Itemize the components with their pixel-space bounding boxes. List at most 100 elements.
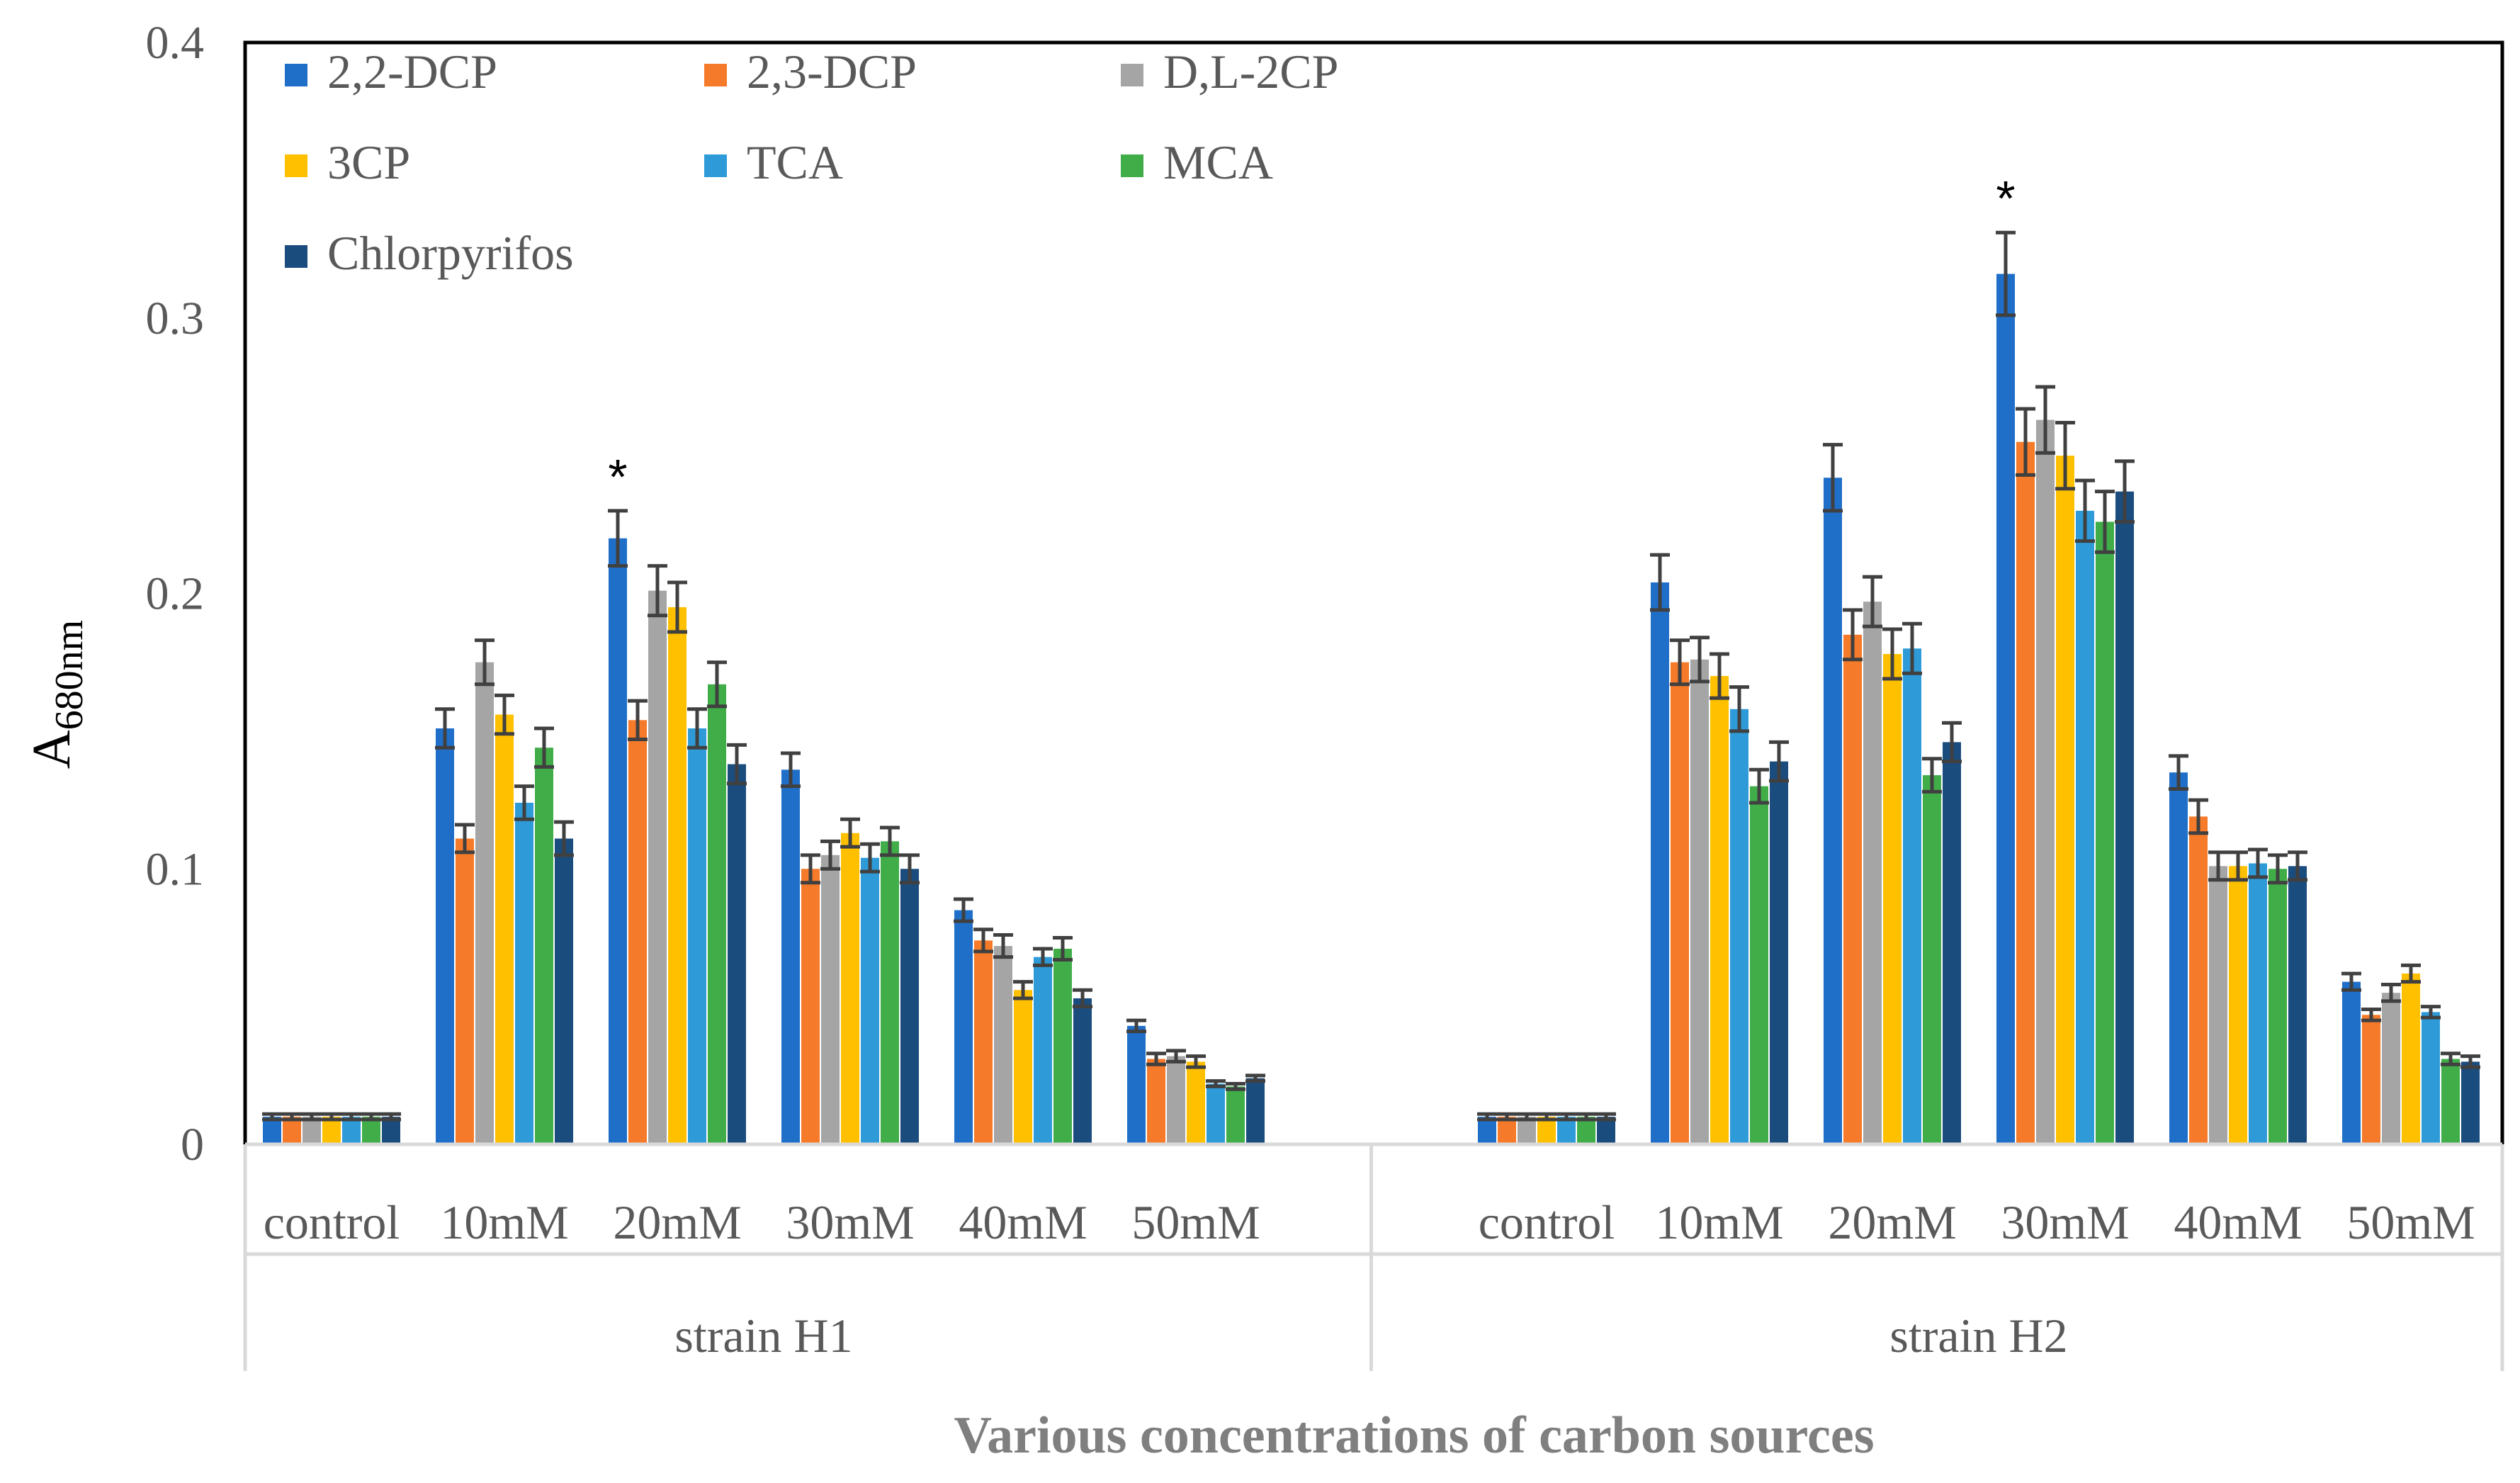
x-group-label: strain H1 [674,1309,852,1363]
x-group-label: strain H2 [1889,1309,2067,1363]
bar-strain-H2-40mM-MCA [2268,869,2287,1144]
bar-strain-H1-50mM-D,L-2CP [1167,1056,1185,1144]
x-tick-label: 10mM [1655,1195,1783,1249]
bar-strain-H2-40mM-3CP [2229,866,2247,1144]
bar-strain-H2-30mM-TCA [2076,510,2094,1144]
bar-strain-H1-50mM-Chlorpyrifos [1246,1078,1265,1144]
bar-strain-H1-20mM-2,2-DCP [609,538,627,1144]
bar-strain-H2-40mM-2,2-DCP [2169,772,2188,1144]
bar-strain-H2-30mM-3CP [2056,456,2074,1144]
bar-strain-H2-control-2,2-DCP [1478,1117,1496,1144]
bar-strain-H2-control-TCA [1557,1117,1576,1144]
bar-strain-H1-control-2,2-DCP [263,1117,281,1144]
bar-strain-H1-30mM-2,2-DCP [781,769,800,1144]
bar-strain-H1-10mM-2,2-DCP [436,728,454,1144]
bar-strain-H1-control-D,L-2CP [303,1117,321,1144]
significance-star: * [1996,171,2015,226]
bar-strain-H1-10mM-D,L-2CP [475,662,494,1144]
x-tick-label: 50mM [1131,1195,1260,1249]
bar-strain-H2-control-MCA [1577,1117,1595,1144]
significance-markers: ** [608,171,2015,504]
legend-label: Chlorpyrifos [327,226,574,280]
bar-strain-H2-30mM-D,L-2CP [2036,419,2055,1144]
y-tick-label: 0.3 [146,293,205,344]
bar-strain-H2-50mM-MCA [2441,1059,2460,1144]
legend-label: 2,3-DCP [747,45,917,98]
x-tick-label: 30mM [786,1195,914,1249]
bar-strain-H2-40mM-Chlorpyrifos [2288,866,2307,1144]
bar-strain-H1-10mM-Chlorpyrifos [555,838,573,1144]
bar-strain-H1-40mM-D,L-2CP [994,946,1012,1144]
y-axis-label-main: A [22,730,81,769]
legend-swatch [1121,154,1143,177]
bar-strain-H2-50mM-2,2-DCP [2342,981,2361,1144]
plot-frame [243,40,2504,1146]
bar-strain-H2-50mM-TCA [2422,1012,2440,1144]
bar-strain-H1-40mM-Chlorpyrifos [1073,998,1092,1144]
legend-swatch [1121,64,1143,86]
bar-strain-H2-20mM-2,2-DCP [1824,478,1842,1144]
bar-strain-H2-20mM-3CP [1883,654,1902,1144]
bar-strain-H2-control-Chlorpyrifos [1597,1117,1615,1144]
bar-strain-H1-20mM-MCA [708,684,726,1144]
legend-label: D,L-2CP [1163,45,1338,98]
x-tick-label: 20mM [1828,1195,1956,1249]
bar-strain-H1-10mM-2,3-DCP [456,838,474,1144]
bar-strain-H1-40mM-2,2-DCP [954,910,973,1144]
bar-strain-H2-20mM-TCA [1903,648,1921,1144]
x-tick-label: 30mM [2001,1195,2129,1249]
x-tick-label: 20mM [613,1195,741,1249]
legend-swatch [704,64,727,86]
bar-strain-H2-control-3CP [1537,1117,1556,1144]
bar-strain-H1-50mM-3CP [1187,1061,1205,1144]
legend-swatch [704,154,727,177]
bar-strain-H2-20mM-2,3-DCP [1843,634,1862,1144]
bar-strain-H1-30mM-3CP [841,833,859,1144]
bar-strain-H1-40mM-MCA [1053,948,1072,1144]
bar-strain-H1-50mM-2,2-DCP [1127,1025,1146,1144]
bar-strain-H2-50mM-Chlorpyrifos [2461,1061,2480,1144]
bar-strain-H2-50mM-2,3-DCP [2362,1015,2380,1144]
bar-strain-H1-control-TCA [342,1117,361,1144]
y-tick-label: 0.1 [146,843,205,895]
legend-swatch [285,245,307,268]
bar-strain-H2-10mM-2,3-DCP [1671,662,1689,1144]
bar-strain-H2-40mM-TCA [2249,863,2267,1144]
bar-strain-H1-40mM-3CP [1014,990,1032,1144]
bar-strain-H1-50mM-2,3-DCP [1147,1059,1165,1144]
bar-strain-H1-30mM-TCA [861,857,879,1144]
x-tick-label: 10mM [440,1195,568,1249]
legend-label: 2,2-DCP [327,45,497,98]
y-tick-label: 0.2 [146,568,205,620]
bar-strain-H1-20mM-3CP [668,607,686,1144]
bar-strain-H2-control-2,3-DCP [1498,1117,1516,1144]
legend-swatch [285,154,307,177]
bar-strain-H2-30mM-2,3-DCP [2016,441,2035,1144]
x-tick-label: 50mM [2346,1195,2475,1249]
bar-strain-H2-50mM-3CP [2402,973,2420,1144]
bar-strain-H1-20mM-2,3-DCP [628,720,647,1144]
legend-label: MCA [1163,135,1273,189]
bar-strain-H1-20mM-TCA [688,728,706,1144]
bar-strain-H1-10mM-MCA [535,748,553,1144]
legend-swatch [285,64,307,86]
bar-strain-H2-50mM-D,L-2CP [2382,993,2400,1144]
x-axis-label: Various concentrations of carbon sources [954,1406,1874,1465]
bar-strain-H2-20mM-D,L-2CP [1863,602,1882,1144]
legend: 2,2-DCP 2,3-DCP D,L-2CP 3CP TCA MCA Chlorpyrif… [285,45,1338,280]
bar-strain-H2-40mM-2,3-DCP [2189,816,2208,1144]
y-axis-label-subscript: 680nm [47,620,91,731]
bar-strain-H2-10mM-TCA [1730,709,1748,1144]
bar-strain-H2-10mM-2,2-DCP [1651,582,1669,1144]
bar-strain-H2-30mM-2,2-DCP [1996,274,2015,1144]
bar-strain-H1-40mM-TCA [1034,957,1052,1144]
bar-strain-H2-30mM-MCA [2096,521,2114,1144]
error-bars-layer [262,230,2480,1122]
bar-strain-H1-20mM-D,L-2CP [648,590,667,1144]
bar-strain-H2-10mM-Chlorpyrifos [1770,761,1788,1144]
bar-strain-H1-50mM-MCA [1226,1086,1245,1144]
bar-strain-H2-30mM-Chlorpyrifos [2115,491,2134,1144]
